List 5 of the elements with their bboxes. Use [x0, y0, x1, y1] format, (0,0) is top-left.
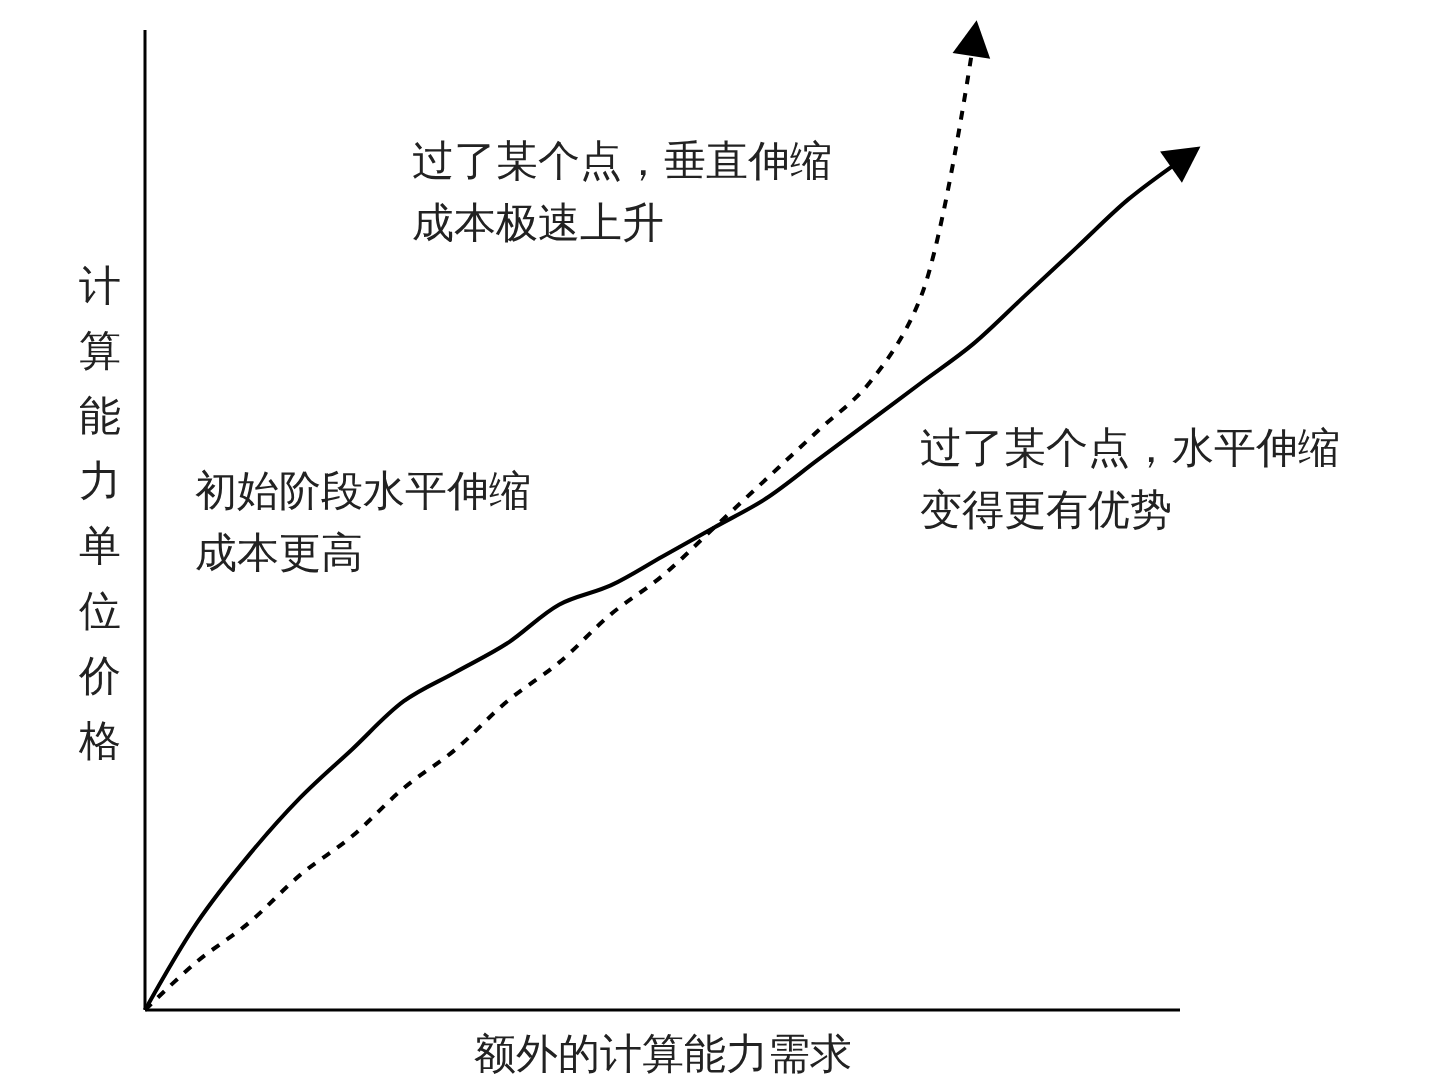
annotation: 过了某个点，垂直伸缩成本极速上升 — [412, 136, 832, 247]
annotation: 过了某个点，水平伸缩变得更有优势 — [920, 423, 1340, 534]
y-axis-title: 计算能力单位价格 — [78, 261, 121, 765]
annotation: 初始阶段水平伸缩成本更高 — [195, 466, 531, 577]
x-axis-title: 额外的计算能力需求 — [473, 1029, 852, 1078]
